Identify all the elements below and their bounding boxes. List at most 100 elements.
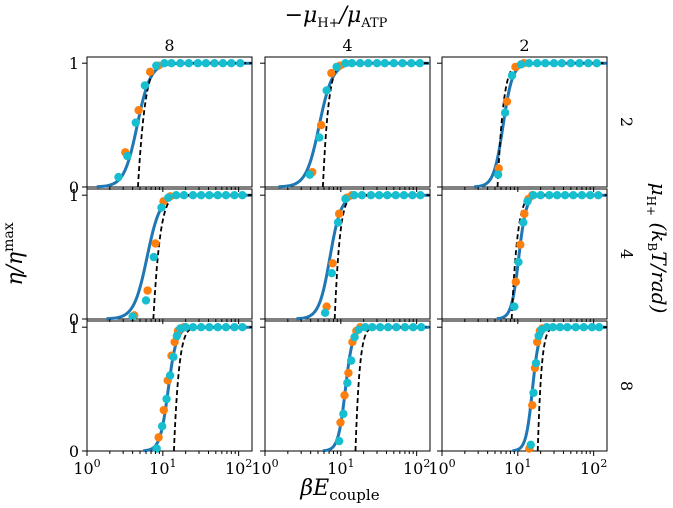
data-point-cyan [339,409,348,419]
data-point-cyan [334,436,344,446]
data-point-orange [520,209,529,218]
row-label: 4 [617,249,636,259]
data-point-cyan [355,58,365,68]
data-point-cyan [592,58,601,68]
fit-curve [512,325,607,453]
data-point-cyan [584,58,593,68]
data-point-cyan [361,322,370,332]
data-point-cyan [332,62,341,72]
data-point-cyan [571,322,580,332]
data-point-orange [511,277,520,287]
y-tick-label: 1 [69,186,79,205]
x-tick-label: 100 [251,457,278,478]
x-tick-label: 102 [403,457,430,478]
panel-frame [86,188,253,320]
data-point-cyan [123,151,132,161]
fit-curve [278,61,430,189]
data-point-cyan [201,58,211,68]
data-point-cyan [357,190,367,200]
fit-curve [106,193,252,321]
data-point-orange [159,405,168,415]
column-label: 8 [164,36,174,55]
data-point-cyan [320,308,330,318]
data-point-cyan [493,170,503,179]
data-point-cyan [392,322,401,332]
panel-r2-c1: 01 [69,186,253,329]
data-point-cyan [169,352,178,362]
data-point-orange [334,209,344,218]
data-point-cyan [128,312,137,321]
panel-frame [441,188,608,320]
data-point-cyan [171,190,181,200]
dashed-curve [321,62,430,188]
data-point-cyan [157,203,166,212]
data-point-cyan [196,322,206,332]
data-point-cyan [230,190,239,200]
data-point-cyan [131,118,140,127]
data-point-orange [344,368,353,378]
data-point-cyan [140,81,150,90]
data-point-cyan [557,58,566,68]
data-point-cyan [349,190,359,200]
data-point-orange [145,67,155,77]
data-point-cyan [514,257,523,267]
data-point-orange [328,259,337,268]
data-point-cyan [417,322,426,332]
data-point-cyan [549,58,559,68]
data-point-orange [340,391,349,400]
data-point-cyan [188,322,198,332]
data-point-cyan [305,170,315,179]
data-point-cyan [157,422,167,431]
data-point-cyan [375,322,385,332]
data-point-cyan [577,190,587,200]
data-point-cyan [536,190,545,200]
dashed-curve [152,194,252,320]
data-point-cyan [218,58,228,68]
data-point-cyan [372,58,382,68]
plot-area [106,193,252,321]
data-point-cyan [236,58,245,68]
data-point-cyan [179,190,189,200]
data-point-cyan [364,58,373,68]
dashed-curve [354,326,430,452]
data-point-cyan [221,322,231,332]
data-point-cyan [587,322,597,332]
data-point-cyan [575,58,584,68]
data-point-cyan [531,358,541,368]
data-point-cyan [579,322,588,332]
data-point-orange [336,418,345,427]
x-tick-label: 101 [327,457,354,478]
data-point-cyan [193,58,203,68]
panel-r1-c1: 0 1 8 [69,36,253,197]
data-point-cyan [510,302,519,311]
y-tick-label: 1 [69,54,79,73]
data-point-orange [327,68,336,78]
data-point-cyan [238,322,247,332]
y-tick-label: 0 [69,310,79,329]
data-point-cyan [398,58,407,68]
data-point-orange [502,97,512,106]
plot-area [322,325,430,453]
x-tick-label: 101 [504,457,531,478]
dashed-curve [173,326,252,452]
data-point-cyan [341,194,350,204]
data-point-cyan [165,371,175,380]
data-point-cyan [399,190,409,200]
x-tick-label: 101 [149,457,176,478]
panel-frame [441,320,608,452]
data-point-cyan [341,58,350,68]
panel-r2-c2 [260,188,431,324]
data-point-cyan [383,322,393,332]
data-point-cyan [566,58,576,68]
data-point-cyan [555,322,565,332]
data-point-cyan [181,322,190,332]
data-point-cyan [176,58,185,68]
data-point-cyan [389,58,399,68]
plot-area [278,61,430,189]
panel-frame [86,320,253,452]
data-point-cyan [594,190,603,200]
data-point-orange [494,164,503,173]
data-point-cyan [569,190,578,200]
data-point-cyan [526,440,535,450]
